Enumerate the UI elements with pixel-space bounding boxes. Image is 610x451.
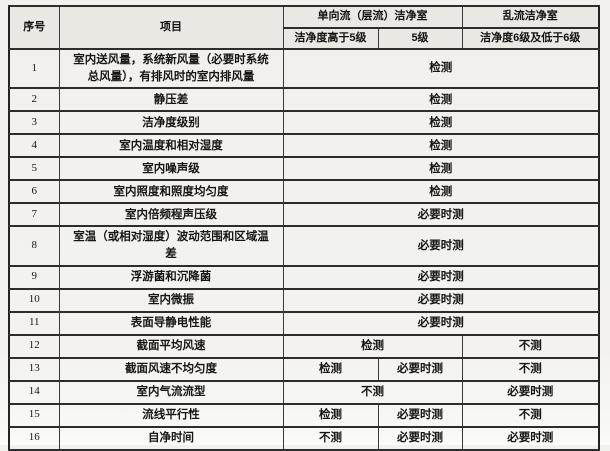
- table-row: 3 洁净度级别 检测: [8, 110, 600, 136]
- header-sub-class5: 5级: [377, 27, 463, 50]
- test-requirement-cell: 必要时测: [282, 264, 600, 290]
- row-item-name: 表面导静电性能: [58, 310, 284, 336]
- row-item-name: 室内温度和相对湿度: [58, 133, 284, 159]
- test-requirement-cell: 不测: [461, 402, 600, 428]
- row-item-name: 截面平均风速: [58, 333, 284, 359]
- test-requirement-cell: 不测: [461, 333, 600, 359]
- test-requirement-cell: 必要时测: [461, 425, 600, 451]
- row-item-name: 流线平行性: [58, 402, 284, 428]
- row-serial-number: 8: [8, 225, 60, 267]
- header-serial-number: 序号: [8, 5, 60, 50]
- row-serial-number: 5: [8, 156, 60, 182]
- header-sub-class6-and-below: 洁净度6级及低于6级: [461, 27, 600, 50]
- test-requirement-cell: 必要时测: [461, 379, 600, 405]
- row-serial-number: 4: [8, 133, 60, 159]
- header-group-turbulent-flow: 乱流洁净室: [461, 5, 600, 29]
- test-requirement-cell: 检测: [282, 87, 600, 113]
- row-item-name: 室内照度和照度均匀度: [58, 179, 284, 205]
- test-requirement-cell: 不测: [282, 379, 463, 405]
- row-serial-number: 11: [8, 310, 60, 336]
- test-requirement-cell: 检测: [282, 402, 379, 428]
- table-row: 4 室内温度和相对湿度 检测: [8, 133, 600, 159]
- test-requirement-cell: 检测: [282, 356, 379, 382]
- header-item: 项目: [58, 5, 284, 50]
- table-row: 1 室内送风量，系统新风量（必要时系统总风量），有排风时的室内排风量 检测: [8, 47, 600, 90]
- table-row: 5 室内噪声级 检测: [8, 156, 600, 182]
- table-row: 12 截面平均风速 检测 不测: [8, 333, 600, 359]
- row-item-name: 室内倍频程声压级: [58, 202, 284, 228]
- test-requirement-cell: 必要时测: [377, 402, 463, 428]
- row-serial-number: 16: [8, 425, 60, 451]
- test-requirement-cell: 必要时测: [377, 356, 463, 382]
- row-item-name: 室内送风量，系统新风量（必要时系统总风量），有排风时的室内排风量: [58, 47, 284, 90]
- header-sub-cleaner-than-class5: 洁净度高于5级: [282, 27, 379, 50]
- test-requirement-cell: 不测: [461, 356, 600, 382]
- row-item-name: 室内微振: [58, 287, 284, 313]
- test-requirement-cell: 检测: [282, 179, 600, 205]
- table-body: 1 室内送风量，系统新风量（必要时系统总风量），有排风时的室内排风量 检测 2 静压差检…: [8, 47, 600, 451]
- header-row-subcolumns: 洁净度高于5级 5级 洁净度6级及低于6级: [9, 27, 600, 50]
- row-serial-number: 12: [8, 333, 60, 359]
- test-requirement-cell: 检测: [282, 110, 600, 136]
- table-row: 15 流线平行性 检测 必要时测 不测: [8, 402, 600, 428]
- header-row-groups: 序号 项目 单向流（层流）洁净室 乱流洁净室: [8, 5, 600, 50]
- table-header: 序号 项目 单向流（层流）洁净室 乱流洁净室 洁净度高于5级 5级 洁净度6级及…: [8, 5, 600, 50]
- test-requirement-cell: 检测: [282, 47, 600, 90]
- row-serial-number: 6: [8, 179, 60, 205]
- table-row: 10 室内微振 必要时测: [8, 287, 600, 313]
- table-row: 8 室温（或相对湿度）波动范围和区域温差 必要时测: [8, 225, 600, 267]
- row-serial-number: 15: [8, 402, 60, 428]
- test-requirement-cell: 检测: [282, 156, 600, 182]
- row-item-name: 室内气流流型: [58, 379, 284, 405]
- table-row: 16 自净时间 不测 必要时测 必要时测: [8, 425, 600, 451]
- row-serial-number: 10: [8, 287, 60, 313]
- test-requirement-cell: 必要时测: [282, 287, 600, 313]
- test-requirement-cell: 必要时测: [377, 425, 463, 451]
- row-item-name: 截面风速不均匀度: [58, 356, 284, 382]
- test-requirement-cell: 必要时测: [282, 202, 600, 228]
- row-item-name: 室内噪声级: [58, 156, 284, 182]
- row-serial-number: 3: [8, 110, 60, 136]
- row-item-name: 静压差: [58, 87, 284, 113]
- cleanroom-test-items-table: 序号 项目 单向流（层流）洁净室 乱流洁净室 洁净度高于5级 5级 洁净度6级及…: [8, 5, 600, 451]
- row-serial-number: 13: [8, 356, 60, 382]
- header-group-unidirectional-flow: 单向流（层流）洁净室: [282, 5, 463, 29]
- row-serial-number: 2: [8, 87, 60, 113]
- table-row: 14 室内气流流型 不测 必要时测: [8, 379, 600, 405]
- row-serial-number: 7: [8, 202, 60, 228]
- table-row: 13 截面风速不均匀度 检测 必要时测 不测: [8, 356, 600, 382]
- row-serial-number: 14: [8, 379, 60, 405]
- table-row: 6 室内照度和照度均匀度 检测: [8, 179, 600, 205]
- row-serial-number: 1: [8, 47, 60, 90]
- row-serial-number: 9: [8, 264, 60, 290]
- row-item-name: 洁净度级别: [58, 110, 284, 136]
- test-requirement-cell: 检测: [282, 333, 463, 359]
- table-row: 9 浮游菌和沉降菌 必要时测: [8, 264, 600, 290]
- row-item-name: 自净时间: [58, 425, 284, 451]
- table-row: 7 室内倍频程声压级 必要时测: [8, 202, 600, 228]
- table-row: 11 表面导静电性能 必要时测: [8, 310, 600, 336]
- test-requirement-cell: 必要时测: [282, 225, 600, 267]
- row-item-name: 室温（或相对湿度）波动范围和区域温差: [58, 225, 284, 267]
- table-row: 2 静压差 检测: [8, 87, 600, 113]
- row-item-name: 浮游菌和沉降菌: [58, 264, 284, 290]
- test-requirement-cell: 必要时测: [282, 310, 600, 336]
- test-requirement-cell: 检测: [282, 133, 600, 159]
- test-requirement-cell: 不测: [282, 425, 379, 451]
